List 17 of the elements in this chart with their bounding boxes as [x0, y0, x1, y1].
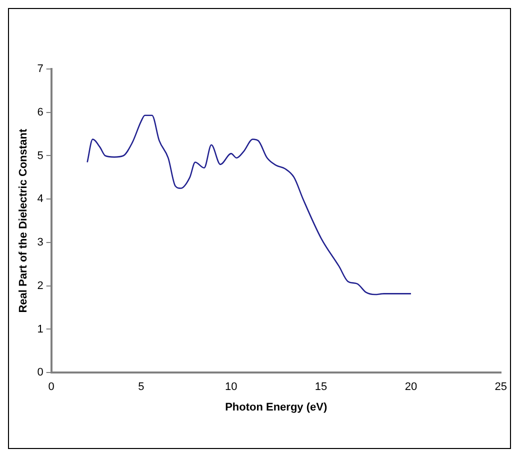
y-tick-label: 3: [37, 236, 44, 249]
line-series: [86, 114, 412, 296]
y-tick-label: 6: [37, 106, 44, 118]
y-tick-label: 5: [37, 150, 44, 162]
y-tick-label: 4: [37, 193, 44, 206]
x-tick-label: 15: [314, 381, 328, 394]
y-tick-label: 1: [37, 323, 44, 336]
x-tick-label: 5: [138, 381, 144, 394]
y-axis-title: Real Part of the Dielectric Constant: [18, 128, 30, 313]
x-tick-label: 25: [494, 381, 508, 394]
y-tick-label: 0: [37, 366, 44, 379]
y-tick-label: 2: [37, 280, 44, 292]
x-tick-label: 10: [225, 381, 238, 394]
y-tick-label: 7: [37, 63, 44, 76]
x-axis-title: Photon Energy (eV): [225, 401, 328, 414]
x-tick-label: 0: [48, 381, 54, 394]
x-tick-label: 20: [404, 381, 418, 394]
